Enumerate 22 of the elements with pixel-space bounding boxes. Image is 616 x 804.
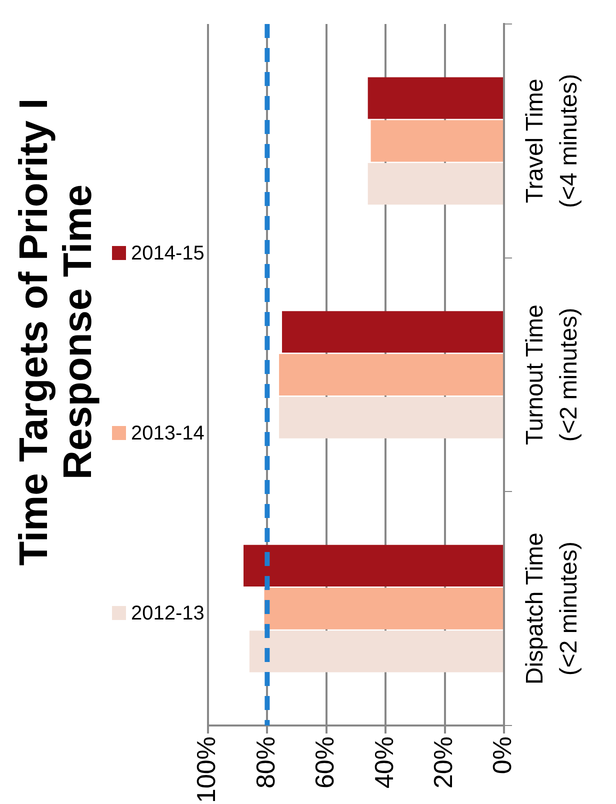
bar <box>279 396 503 438</box>
legend-label: 2012-13 <box>131 602 204 625</box>
bar <box>368 162 503 205</box>
x-tick-label: 80% <box>250 736 280 789</box>
x-tick-label: 40% <box>368 736 399 789</box>
bar <box>368 77 503 119</box>
bar <box>282 311 503 353</box>
x-tick-label: 60% <box>310 736 340 789</box>
y-tick-label: Travel Time (<4 minutes) <box>522 74 583 208</box>
bar <box>264 588 503 630</box>
bar <box>244 544 503 587</box>
x-tick-label: 20% <box>428 736 458 789</box>
y-tick-label: Dispatch Time (<2 minutes) <box>522 532 583 685</box>
y-tick-label: Turnout Time (<2 minutes) <box>522 304 583 445</box>
bar <box>279 354 503 396</box>
text: Time Targets of Priority I Response Time <box>12 97 100 568</box>
bar <box>370 120 503 162</box>
bar <box>249 630 503 672</box>
x-tick-label: 100% <box>191 736 222 803</box>
legend-label: 2013-14 <box>131 422 204 445</box>
x-tick-label: 0% <box>487 736 518 774</box>
legend-label: 2014-15 <box>131 242 204 265</box>
